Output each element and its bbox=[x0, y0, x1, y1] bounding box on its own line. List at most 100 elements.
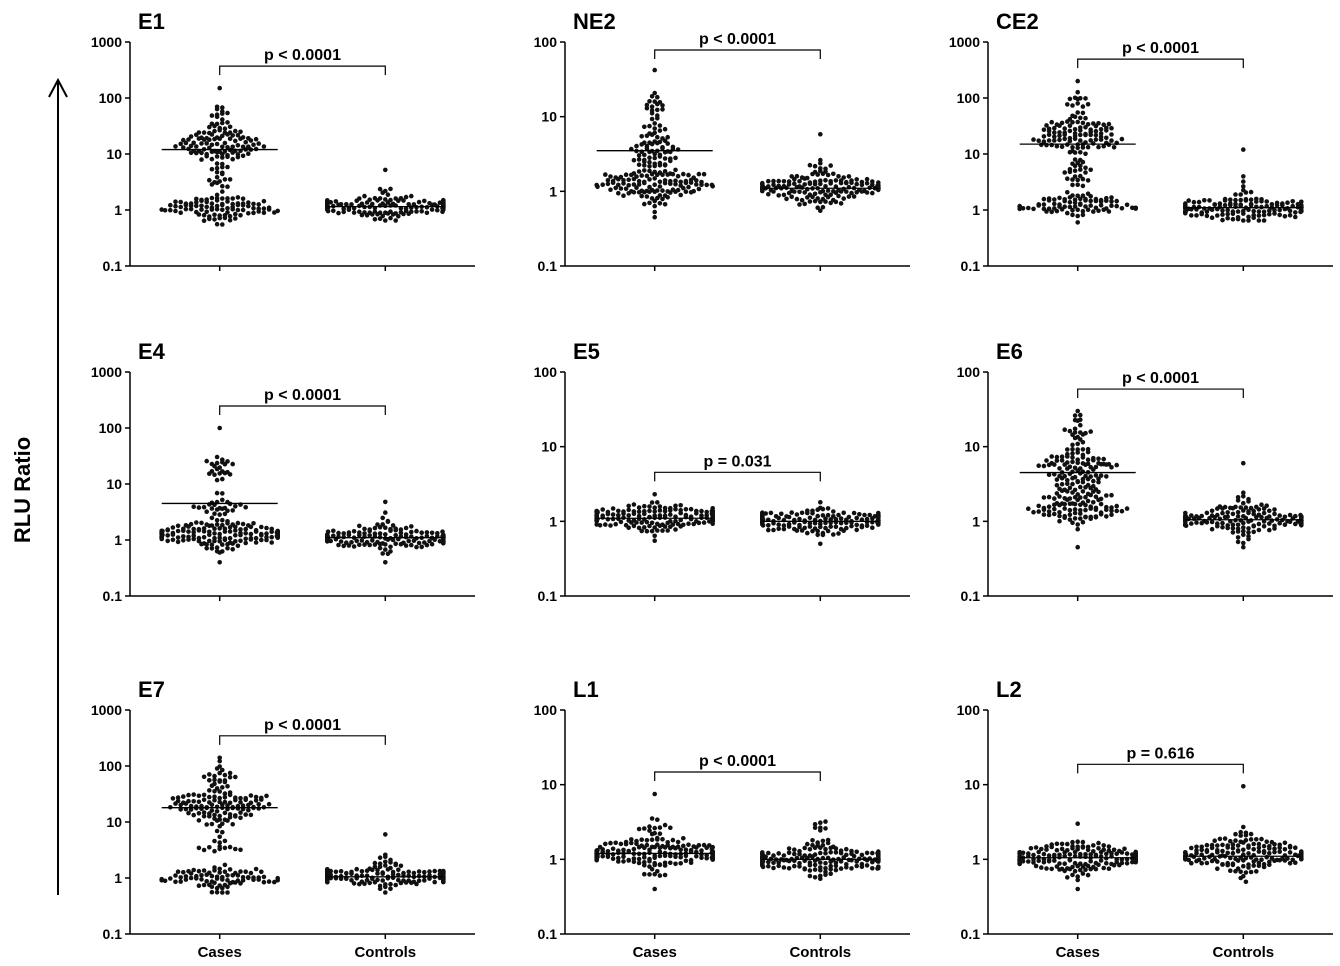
data-point bbox=[704, 855, 709, 861]
data-point bbox=[657, 873, 663, 878]
data-point bbox=[694, 854, 699, 859]
data-point bbox=[173, 144, 178, 149]
data-point bbox=[859, 182, 865, 188]
data-point bbox=[217, 866, 222, 872]
y-tick-label: 10 bbox=[964, 777, 980, 793]
data-point bbox=[186, 529, 191, 534]
data-point bbox=[1119, 206, 1125, 211]
data-point bbox=[341, 531, 347, 536]
data-point bbox=[781, 192, 787, 198]
series-cases bbox=[1019, 408, 1136, 550]
data-point bbox=[175, 795, 181, 800]
data-point bbox=[362, 542, 367, 547]
data-point bbox=[792, 851, 797, 857]
data-point bbox=[1078, 132, 1083, 138]
data-point bbox=[828, 524, 833, 529]
data-point bbox=[838, 859, 844, 864]
data-point bbox=[217, 789, 222, 794]
data-point bbox=[864, 850, 870, 856]
data-point bbox=[173, 203, 178, 209]
significance-bracket bbox=[654, 471, 821, 482]
data-point bbox=[1085, 498, 1091, 504]
data-point bbox=[204, 872, 209, 877]
data-point bbox=[253, 866, 259, 872]
data-point bbox=[665, 141, 670, 146]
data-point bbox=[1246, 851, 1251, 856]
data-point bbox=[393, 218, 399, 223]
data-point bbox=[222, 779, 228, 785]
data-point bbox=[678, 524, 683, 529]
data-point bbox=[398, 530, 404, 536]
data-point bbox=[1241, 218, 1246, 223]
data-point bbox=[233, 814, 238, 819]
data-point bbox=[351, 529, 357, 534]
data-point bbox=[246, 802, 251, 808]
data-point bbox=[618, 841, 624, 847]
data-point bbox=[768, 510, 774, 516]
data-point bbox=[1080, 489, 1086, 494]
data-point bbox=[639, 193, 644, 199]
data-point bbox=[272, 879, 277, 885]
data-point bbox=[1133, 849, 1138, 855]
data-point bbox=[1070, 490, 1075, 495]
data-point bbox=[1085, 476, 1091, 482]
data-point bbox=[362, 531, 367, 536]
data-point bbox=[235, 543, 241, 549]
data-point bbox=[214, 460, 220, 466]
data-point bbox=[818, 524, 823, 530]
data-point bbox=[222, 537, 228, 543]
data-point bbox=[1261, 212, 1267, 218]
data-point bbox=[696, 520, 702, 526]
data-point bbox=[636, 178, 642, 184]
data-point bbox=[1026, 205, 1031, 211]
data-point bbox=[1083, 867, 1088, 872]
data-point bbox=[429, 530, 435, 536]
data-point bbox=[1225, 845, 1230, 850]
data-point bbox=[188, 875, 194, 881]
data-point bbox=[639, 837, 644, 842]
data-point bbox=[807, 524, 813, 529]
data-point bbox=[642, 159, 647, 165]
data-point bbox=[668, 860, 673, 866]
data-point bbox=[1259, 199, 1264, 204]
data-point bbox=[1036, 203, 1041, 208]
data-point bbox=[1248, 505, 1254, 511]
data-point bbox=[1044, 847, 1049, 852]
data-point bbox=[1220, 848, 1225, 854]
data-point bbox=[196, 818, 202, 823]
data-point bbox=[616, 176, 621, 182]
data-point bbox=[812, 825, 818, 830]
y-tick-label: 1000 bbox=[91, 364, 122, 380]
data-point bbox=[1075, 418, 1080, 424]
data-point bbox=[1075, 220, 1080, 225]
data-point bbox=[652, 121, 657, 126]
data-point bbox=[818, 190, 823, 195]
data-point bbox=[1230, 511, 1236, 517]
data-point bbox=[660, 837, 665, 842]
data-point bbox=[1230, 846, 1236, 851]
data-point bbox=[1083, 151, 1088, 157]
data-point bbox=[1251, 215, 1256, 221]
data-point bbox=[1067, 858, 1073, 863]
data-point bbox=[188, 134, 194, 139]
data-point bbox=[1046, 128, 1052, 134]
data-point bbox=[818, 160, 823, 166]
data-point bbox=[1098, 131, 1104, 136]
data-point bbox=[1194, 213, 1199, 218]
data-point bbox=[238, 213, 243, 218]
data-point bbox=[175, 539, 181, 545]
data-point bbox=[781, 179, 787, 184]
data-point bbox=[383, 499, 388, 505]
data-point bbox=[1109, 132, 1114, 137]
data-point bbox=[266, 801, 272, 807]
data-point bbox=[196, 811, 202, 816]
data-point bbox=[227, 213, 233, 219]
data-point bbox=[1093, 137, 1099, 142]
data-point bbox=[1072, 413, 1078, 418]
data-point bbox=[1215, 843, 1220, 848]
y-tick-label: 100 bbox=[99, 90, 123, 106]
data-point bbox=[649, 837, 655, 842]
data-point bbox=[186, 537, 191, 542]
data-point bbox=[668, 508, 673, 513]
